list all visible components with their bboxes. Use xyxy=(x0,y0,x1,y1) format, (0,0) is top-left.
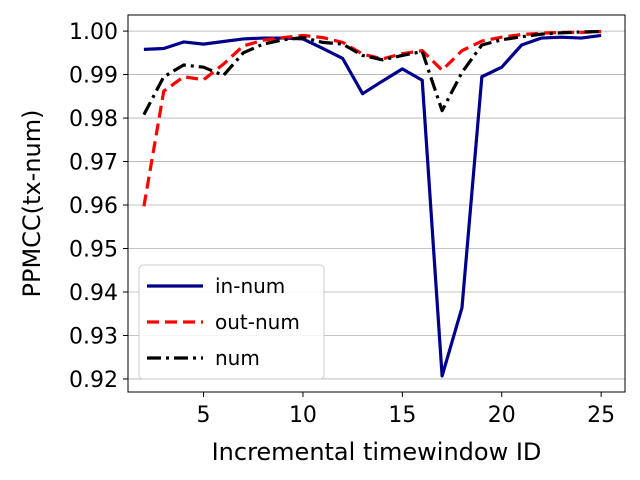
x-tick-label: 5 xyxy=(197,403,211,428)
plot-frame xyxy=(127,14,626,393)
x-axis-title: Incremental timewindow ID xyxy=(212,438,542,466)
y-tick-label: 0.96 xyxy=(69,194,118,219)
legend-label-out-num: out-num xyxy=(215,310,300,334)
y-tick-label: 0.98 xyxy=(69,107,118,132)
y-tick-label: 1.00 xyxy=(69,20,118,45)
legend-label-in-num: in-num xyxy=(215,274,285,298)
x-tick-label: 25 xyxy=(587,403,615,428)
legend-box xyxy=(138,264,325,380)
y-tick-label: 0.94 xyxy=(69,281,118,306)
series-line-in-num xyxy=(143,33,602,378)
y-tick-label: 0.95 xyxy=(69,238,118,263)
y-tick-label: 0.97 xyxy=(69,151,118,176)
series-line-num xyxy=(142,29,602,116)
x-tick-label: 15 xyxy=(388,403,416,428)
y-tick-label: 0.92 xyxy=(69,368,118,393)
series-layer xyxy=(142,29,602,378)
x-tick-label: 20 xyxy=(488,403,516,428)
y-axis-title: PPMCC(tx-num) xyxy=(18,110,46,298)
x-tick-label: 10 xyxy=(289,403,317,428)
y-tick-label: 0.93 xyxy=(69,324,118,349)
y-tick-label: 0.99 xyxy=(69,64,118,89)
legend: in-num out-num num xyxy=(138,264,325,380)
legend-label-num: num xyxy=(215,346,260,370)
tick-layer: 0.92 0.93 0.94 0.95 0.96 0.97 0.98 0.99 1.00 5 10 1… xyxy=(69,20,615,428)
